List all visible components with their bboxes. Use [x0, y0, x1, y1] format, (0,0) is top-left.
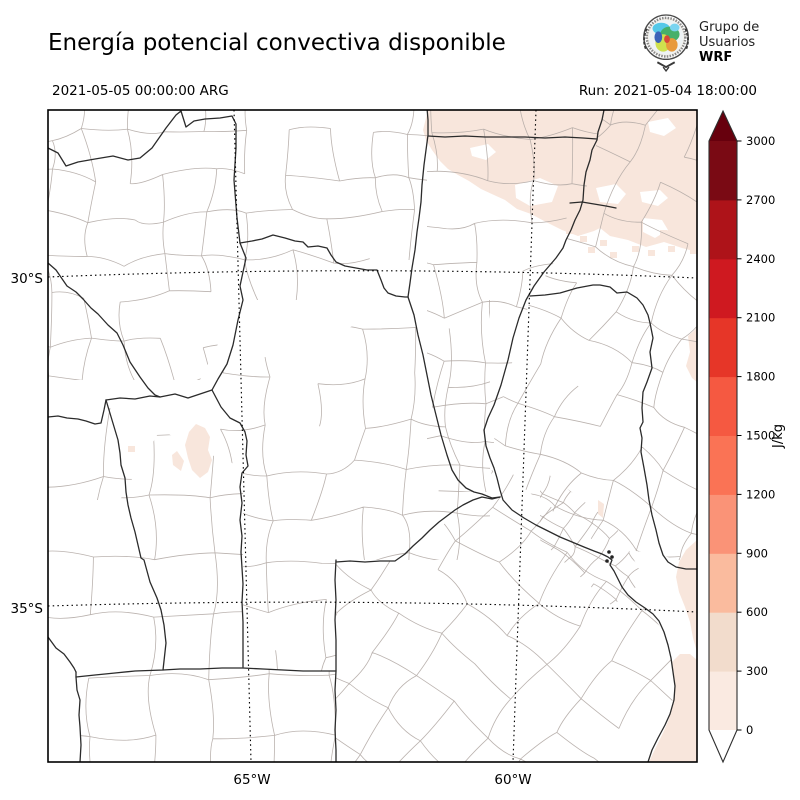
- colorbar-tick-label: 2100: [746, 311, 775, 325]
- map-frame: [47, 109, 698, 763]
- province-boundary: [105, 389, 213, 401]
- globe-icon: [643, 14, 689, 72]
- cape-shading: [598, 500, 604, 518]
- cape-shading: [172, 451, 184, 471]
- province-boundary: [407, 296, 501, 499]
- department-boundaries-noroeste: [48, 110, 427, 380]
- province-boundary: [483, 110, 676, 762]
- province-boundary: [529, 284, 697, 570]
- graticule-line: [48, 270, 697, 279]
- logo-line-3: WRF: [699, 49, 733, 65]
- province-boundary: [239, 234, 409, 298]
- colorbar-tick-label: 2700: [746, 193, 775, 207]
- colorbar-tick-label: 600: [746, 605, 768, 619]
- colorbar-unit-label: J/kg: [771, 424, 786, 449]
- province-boundary: [48, 110, 241, 244]
- graticule-line: [512, 110, 537, 762]
- axis-tick-label: 60°W: [494, 772, 531, 788]
- province-boundary: [334, 559, 337, 762]
- province-boundary: [48, 262, 161, 398]
- logo-line-1: Grupo de: [699, 19, 760, 35]
- wrf-logo: Grupo de Usuarios WRF: [640, 12, 759, 72]
- colorbar-tick-label: 2400: [746, 252, 775, 266]
- province-boundary: [335, 496, 501, 563]
- province-boundary: [105, 399, 167, 671]
- province-boundary: [427, 135, 598, 140]
- province-boundary: [569, 201, 617, 209]
- graticule-line: [233, 110, 252, 762]
- axis-tick-label: 35°S: [11, 601, 44, 617]
- valid-time-label: 2021-05-05 00:00:00 ARG: [52, 83, 229, 99]
- department-boundaries-santafe-norte: [427, 110, 604, 492]
- colorbar-tick-label: 900: [746, 546, 768, 560]
- province-boundary: [48, 399, 107, 425]
- colorbar-tick-label: 1800: [746, 370, 775, 384]
- colorbar: [708, 109, 742, 764]
- colorbar-tick-label: 1500: [746, 429, 775, 443]
- province-boundary: [75, 667, 337, 678]
- cape-shading: [649, 654, 697, 762]
- colorbar-tick-label: 3000: [746, 134, 775, 148]
- province-boundary: [407, 110, 429, 298]
- axis-tick-label: 30°S: [11, 271, 44, 287]
- cape-shading: [423, 110, 697, 252]
- logo-line-2: Usuarios: [699, 34, 756, 50]
- cape-shading: [185, 424, 212, 478]
- colorbar-tick-label: 300: [746, 664, 768, 678]
- run-time-label: Run: 2021-05-04 18:00:00: [578, 83, 757, 99]
- axis-tick-label: 65°W: [233, 772, 270, 788]
- page-title: Energía potencial convectiva disponible: [48, 30, 506, 56]
- colorbar-tick-label: 0: [746, 723, 753, 737]
- province-boundary: [48, 636, 77, 673]
- colorbar-tick-label: 1200: [746, 487, 775, 501]
- province-boundary: [75, 671, 82, 762]
